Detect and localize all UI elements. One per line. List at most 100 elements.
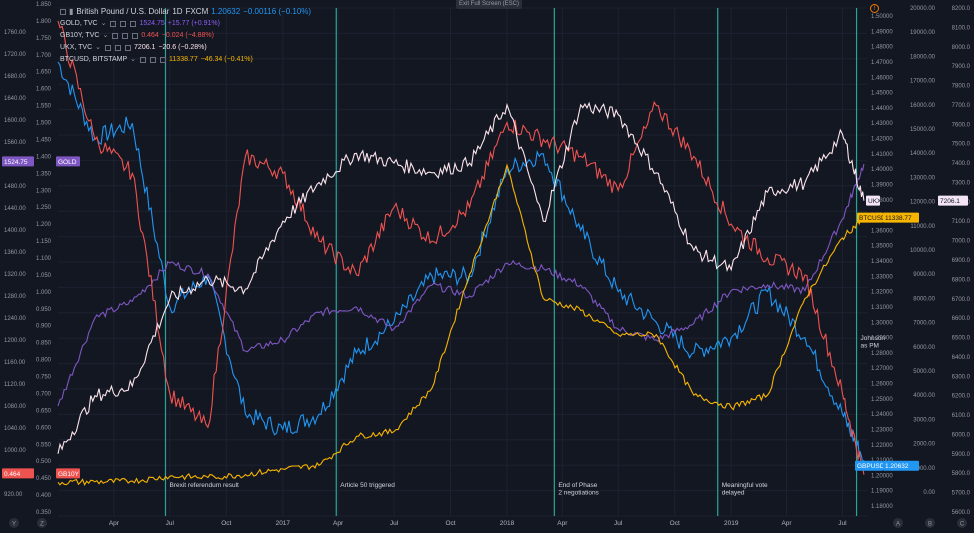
legend-item-label: GOLD, TVC [60, 20, 98, 27]
chevron-down-icon[interactable]: ⌄ [102, 32, 109, 39]
source-label: FXCM [185, 7, 209, 16]
btcusd-axis-label: 9000.00 [913, 272, 935, 278]
legend-item[interactable]: UKX, TVC ⌄ 7206.1 −20.6 (−0.28%) [60, 42, 311, 54]
main-symbol-row[interactable]: ▮ British Pound / U.S. Dollar 1D FXCM 1.… [60, 6, 311, 18]
gbpusd-axis-label: 1.45000 [871, 91, 893, 97]
btcusd-axis-label: 0.00 [923, 490, 935, 496]
time-tick-label: Apr [109, 520, 120, 527]
btcusd-axis-label: 7000.00 [913, 321, 935, 327]
btcusd-axis-label: 14000.00 [910, 151, 936, 157]
gb10y-axis-label: 1.750 [36, 36, 52, 42]
chevron-down-icon[interactable]: ⌄ [100, 20, 107, 27]
ukx-axis-label: 6100.0 [952, 413, 971, 419]
settings-icon[interactable] [120, 21, 127, 27]
legend-item-label: GB10Y, TVC [60, 32, 100, 39]
time-tick-label: 2017 [276, 520, 291, 527]
ukx-axis-label: 6500.0 [952, 336, 971, 342]
interval-label[interactable]: 1D [172, 7, 183, 16]
ukx-axis-label: 8200.0 [952, 6, 971, 12]
close-icon[interactable] [125, 45, 132, 51]
chevron-down-icon[interactable]: ⌄ [130, 56, 137, 63]
legend-item-change: −46.34 (−0.41%) [200, 56, 253, 63]
scale-button[interactable] [925, 518, 935, 528]
price-tags: 1524.75 GOLD 0.464 GB10Y UKX 7206.1 BTCUSD 1133… [2, 156, 968, 479]
price-tag-series-label: GOLD [58, 159, 77, 166]
gbpusd-axis-label: 1.35000 [871, 244, 893, 250]
close-icon[interactable] [132, 33, 139, 39]
scale-button[interactable] [957, 518, 967, 528]
legend: ▮ British Pound / U.S. Dollar 1D FXCM 1.… [60, 6, 311, 66]
ukx-axis-label: 5600.0 [952, 510, 971, 516]
legend-item-change: +15.77 (+0.91%) [167, 20, 220, 27]
settings-icon[interactable] [122, 33, 129, 39]
gbpusd-axis-label: 1.36000 [871, 228, 893, 234]
gb10y-axis-label: 0.450 [36, 476, 52, 482]
price-tag-series-label: GB10Y [58, 471, 80, 478]
settings-icon[interactable] [150, 57, 157, 63]
legend-item-change: −0.024 (−4.88%) [161, 32, 214, 39]
legend-item[interactable]: GOLD, TVC ⌄ 1524.75 +15.77 (+0.91%) [60, 18, 311, 30]
close-icon[interactable] [160, 57, 167, 63]
gb10y-axis-label: 0.950 [36, 307, 52, 313]
gbpusd-axis-label: 1.26000 [871, 382, 893, 388]
gbpusd-axis-label: 1.50000 [871, 14, 893, 20]
eye-icon[interactable] [140, 57, 147, 63]
series-group [57, 20, 865, 486]
legend-item-value: 1524.75 [139, 20, 165, 27]
btcusd-axis-label: 5000.00 [913, 369, 935, 375]
price-tag-series-label: UKX [868, 198, 882, 205]
btcusd-axis-label: 11000.00 [910, 224, 935, 230]
btcusd-axis-label: 12000.00 [910, 200, 936, 206]
eye-icon[interactable] [105, 45, 112, 51]
ukx-axis-label: 7400.0 [952, 161, 971, 167]
gb10y-axis-label: 1.800 [36, 19, 52, 25]
scale-button-label: C [960, 522, 965, 528]
time-tick-label: Apr [333, 520, 344, 527]
time-tick-label: 2019 [724, 520, 739, 527]
gb10y-axis-label: 0.650 [36, 408, 52, 414]
time-tick-label: Jul [838, 520, 847, 527]
ukx-axis-label: 7800.0 [952, 84, 971, 90]
btcusd-axis-label: 3000.00 [913, 417, 935, 423]
collapse-icon[interactable] [60, 9, 66, 15]
legend-item[interactable]: GB10Y, TVC ⌄ 0.464 −0.024 (−4.88%) [60, 30, 311, 42]
scale-button-label: A [896, 522, 900, 528]
scale-button[interactable] [893, 518, 903, 528]
legend-item-change: −20.6 (−0.28%) [158, 44, 207, 51]
gbpusd-axis-label: 1.29000 [871, 336, 893, 342]
series-line-gbpusd [57, 61, 865, 465]
event-label: Meaningful vote delayed [722, 482, 768, 497]
legend-item-value: 0.464 [141, 32, 159, 39]
gbpusd-axis-label: 1.19000 [871, 489, 893, 495]
time-tick-label: Jul [614, 520, 623, 527]
close-icon[interactable] [130, 21, 137, 27]
btcusd-axis-label: 6000.00 [913, 345, 935, 351]
time-tick-label: Oct [221, 520, 231, 527]
settings-icon[interactable] [115, 45, 122, 51]
gbpusd-axis-label: 1.39000 [871, 182, 893, 188]
ukx-axis-label: 7000.0 [952, 239, 971, 245]
ukx-axis-label: 5900.0 [952, 452, 971, 458]
btcusd-axis-label: 1000.00 [913, 466, 935, 472]
gbpusd-axis-label: 1.46000 [871, 75, 893, 81]
gb10y-axis-label: 0.600 [36, 425, 52, 431]
chevron-down-icon[interactable]: ⌄ [95, 44, 102, 51]
eye-icon[interactable] [110, 21, 117, 27]
gbpusd-axis-label: 1.41000 [871, 152, 893, 158]
series-line-ukx [57, 101, 865, 454]
alert-icon[interactable]: ! [870, 4, 879, 13]
scale-button[interactable] [37, 518, 47, 528]
price-tag [883, 212, 919, 223]
chart-type-icon: ▮ [69, 7, 74, 16]
legend-item[interactable]: BTCUSD, BITSTAMP ⌄ 11338.77 −46.34 (−0.41%) [60, 54, 311, 66]
gbpusd-axis-label: 1.32000 [871, 290, 893, 296]
price-tag-series-label: GBPUSD [857, 463, 885, 470]
eye-icon[interactable] [112, 33, 119, 39]
scale-button[interactable] [9, 518, 19, 528]
exit-fullscreen-button[interactable]: Exit Full Screen (ESC) [456, 0, 522, 9]
time-tick-label: Apr [557, 520, 568, 527]
gb10y-axis-label: 0.750 [36, 375, 52, 381]
gbpusd-axis-label: 1.34000 [871, 259, 893, 265]
ukx-axis-label: 7500.0 [952, 142, 971, 148]
